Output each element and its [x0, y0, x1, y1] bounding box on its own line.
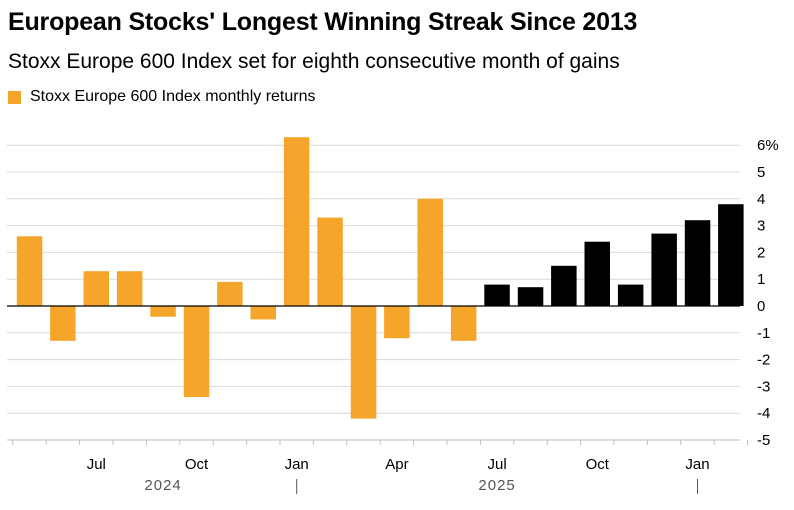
y-axis-ticks: -5 -4 -3 -2 -1 0 1 2 3 4 5 6%: [757, 137, 779, 449]
bar: [250, 306, 276, 320]
x-tick-label: Oct: [586, 456, 610, 473]
y-tick-label: -2: [757, 352, 770, 369]
bars: [16, 137, 744, 419]
bar: [50, 306, 76, 341]
bar: [617, 284, 644, 306]
bar: [217, 281, 243, 306]
y-tick-label: 5: [757, 164, 765, 181]
x-tick-label: Apr: [385, 456, 408, 473]
bar: [718, 204, 744, 306]
chart-title: European Stocks' Longest Winning Streak …: [8, 8, 638, 36]
bar: [83, 271, 109, 306]
bar: [183, 306, 210, 398]
x-tick-label: Oct: [185, 456, 209, 473]
legend-label: Stoxx Europe 600 Index monthly returns: [30, 88, 316, 105]
y-tick-label: 0: [757, 298, 765, 315]
x-axis-ticks: Jul Oct Jan Apr Jul Oct Jan: [12, 440, 749, 473]
bar: [317, 217, 343, 306]
bar: [384, 306, 410, 339]
y-tick-label: 1: [757, 271, 765, 288]
chart-subtitle: Stoxx Europe 600 Index set for eighth co…: [8, 50, 620, 73]
x-tick-label: Jan: [285, 456, 309, 473]
bar: [16, 236, 43, 306]
legend: Stoxx Europe 600 Index monthly returns: [8, 88, 316, 106]
y-tick-label: -3: [757, 378, 770, 395]
y-tick-label: 6%: [757, 137, 779, 154]
bar: [651, 233, 677, 306]
y-tick-label: 3: [757, 218, 765, 235]
year-label: 2024: [144, 477, 181, 494]
bar: [584, 241, 610, 306]
y-tick-label: -5: [757, 432, 770, 449]
bar: [484, 284, 510, 306]
bar: [450, 306, 477, 341]
bar: [684, 220, 711, 306]
bar: [350, 306, 377, 419]
legend-swatch: [8, 90, 21, 104]
x-tick-label: Jul: [488, 456, 507, 473]
bar: [517, 287, 544, 306]
year-labels: 2024 2025: [144, 477, 698, 494]
bar: [150, 306, 176, 317]
y-tick-label: -4: [757, 405, 770, 422]
y-tick-label: -1: [757, 325, 770, 342]
year-label: 2025: [478, 477, 515, 494]
bar: [283, 137, 310, 306]
x-tick-label: Jul: [87, 456, 106, 473]
zero-line-layer: [7, 305, 740, 441]
bar: [417, 198, 443, 306]
x-tick-label: Jan: [685, 456, 709, 473]
bar: [551, 265, 577, 306]
y-tick-label: 4: [757, 191, 765, 208]
bar: [116, 271, 143, 306]
y-tick-label: 2: [757, 244, 765, 261]
